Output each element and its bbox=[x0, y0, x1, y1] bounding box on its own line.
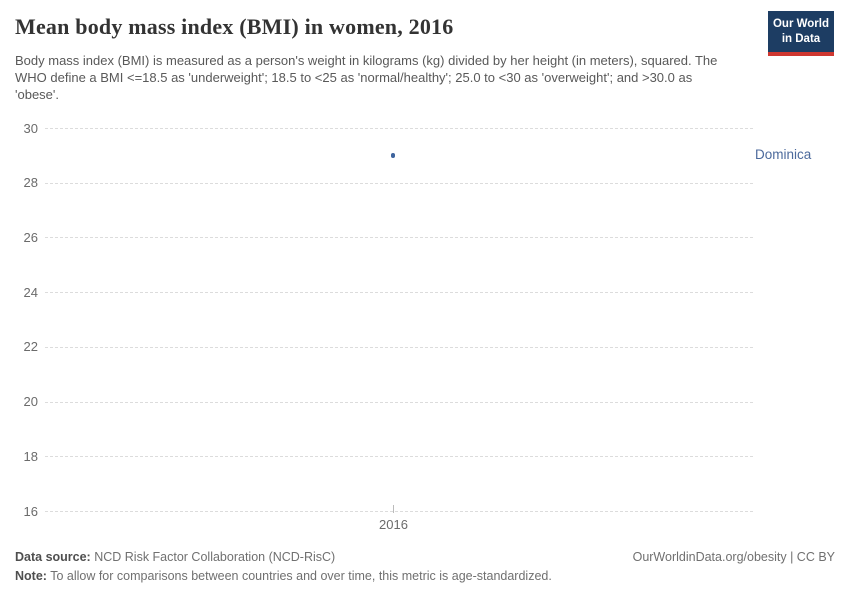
data-point-dominica[interactable] bbox=[390, 153, 396, 158]
gridline bbox=[45, 292, 753, 294]
footer-data-source: Data source: NCD Risk Factor Collaborati… bbox=[15, 549, 335, 565]
gridline bbox=[45, 346, 753, 348]
gridline bbox=[45, 237, 753, 239]
x-axis-tick-mark bbox=[393, 505, 394, 513]
footer-note-label: Note: bbox=[15, 569, 47, 583]
chart-title: Mean body mass index (BMI) in women, 201… bbox=[15, 14, 454, 39]
footer-note: Note: To allow for comparisons between c… bbox=[15, 568, 552, 584]
y-axis-tick-label: 16 bbox=[23, 503, 38, 519]
y-axis-tick-label: 28 bbox=[23, 175, 38, 191]
y-axis-tick-label: 20 bbox=[23, 394, 38, 410]
owid-logo[interactable]: Our World in Data bbox=[768, 11, 834, 56]
footer-note-value: To allow for comparisons between countri… bbox=[46, 569, 552, 583]
y-axis-tick-label: 26 bbox=[23, 229, 38, 245]
chart-subtitle: Body mass index (BMI) is measured as a p… bbox=[15, 53, 718, 103]
y-axis-tick-label: 22 bbox=[23, 339, 38, 355]
gridline bbox=[45, 401, 753, 403]
owid-logo-text-line2: in Data bbox=[781, 32, 821, 45]
footer-data-source-value: NCD Risk Factor Collaboration (NCD-RisC) bbox=[90, 550, 336, 564]
owid-logo-text-line1: Our World bbox=[772, 18, 829, 31]
owid-logo-red-stripe bbox=[768, 52, 834, 56]
gridline bbox=[45, 456, 753, 458]
footer-attribution-link[interactable]: OurWorldinData.org/obesity | CC BY bbox=[632, 550, 835, 564]
footer-data-source-label: Data source: bbox=[15, 550, 91, 564]
gridline bbox=[45, 511, 753, 512]
x-axis-tick-label: 2016 bbox=[379, 517, 408, 532]
y-axis-tick-label: 24 bbox=[23, 284, 38, 300]
y-axis-tick-label: 18 bbox=[23, 448, 38, 464]
y-axis-tick-label: 30 bbox=[23, 120, 38, 136]
gridline bbox=[45, 182, 753, 184]
entity-label-dominica[interactable]: Dominica bbox=[755, 147, 812, 163]
gridline bbox=[45, 128, 753, 129]
